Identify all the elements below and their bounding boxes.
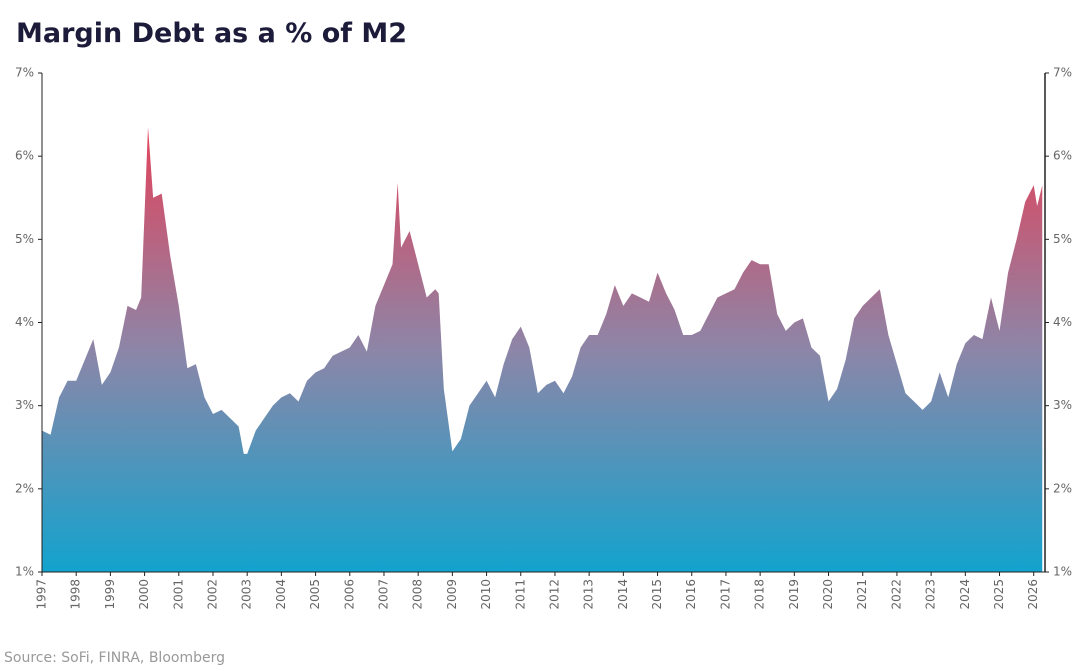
x-tick-label: 1999: [103, 579, 117, 610]
x-tick-label: 2007: [376, 579, 390, 610]
x-tick-label: 2001: [171, 579, 185, 610]
x-tick-label: 2022: [889, 579, 903, 610]
x-tick-label: 2004: [274, 579, 288, 610]
x-tick-label: 2011: [513, 579, 527, 610]
x-tick-label: 2021: [855, 579, 869, 610]
x-tick-label: 2020: [821, 579, 835, 610]
area: [42, 127, 1043, 572]
x-tick-label: 2013: [582, 579, 596, 610]
x-tick-label: 2014: [616, 579, 630, 610]
x-tick-label: 2015: [650, 579, 664, 610]
x-tick-label: 1997: [35, 579, 49, 610]
y2-tick-label: 7%: [1053, 66, 1072, 80]
y2-tick-label: 6%: [1053, 149, 1072, 163]
x-tick-label: 2016: [684, 579, 698, 610]
x-tick-label: 2006: [342, 579, 356, 610]
x-tick-label: 2026: [1026, 579, 1040, 610]
y-tick-label: 6%: [15, 149, 34, 163]
x-tick-label: 1998: [69, 579, 83, 610]
y-tick-label: 1%: [15, 565, 34, 579]
x-tick-label: 2005: [308, 579, 322, 610]
x-tick-label: 2018: [753, 579, 767, 610]
x-tick-label: 2024: [958, 579, 972, 610]
y-tick-label: 2%: [15, 481, 34, 495]
chart-title: Margin Debt as a % of M2: [16, 18, 407, 49]
x-tick-label: 2019: [787, 579, 801, 610]
y2-tick-label: 4%: [1053, 315, 1072, 329]
y-tick-label: 7%: [15, 66, 34, 80]
y2-tick-label: 1%: [1053, 565, 1072, 579]
x-tick-label: 2009: [445, 579, 459, 610]
x-tick-label: 2012: [547, 579, 561, 610]
y2-tick-label: 2%: [1053, 481, 1072, 495]
x-tick-label: 2023: [924, 579, 938, 610]
y-tick-label: 3%: [15, 398, 34, 412]
x-tick-label: 2017: [718, 579, 732, 610]
x-tick-label: 2003: [240, 579, 254, 610]
y-tick-label: 4%: [15, 315, 34, 329]
x-tick-label: 2010: [479, 579, 493, 610]
y-tick-label: 5%: [15, 232, 34, 246]
x-tick-label: 2002: [205, 579, 219, 610]
source-note: Source: SoFi, FINRA, Bloomberg: [4, 650, 225, 666]
x-tick-label: 2008: [411, 579, 425, 610]
x-tick-label: 2025: [992, 579, 1006, 610]
y2-tick-label: 3%: [1053, 398, 1072, 412]
y2-tick-label: 5%: [1053, 232, 1072, 246]
x-tick-label: 2000: [137, 579, 151, 610]
